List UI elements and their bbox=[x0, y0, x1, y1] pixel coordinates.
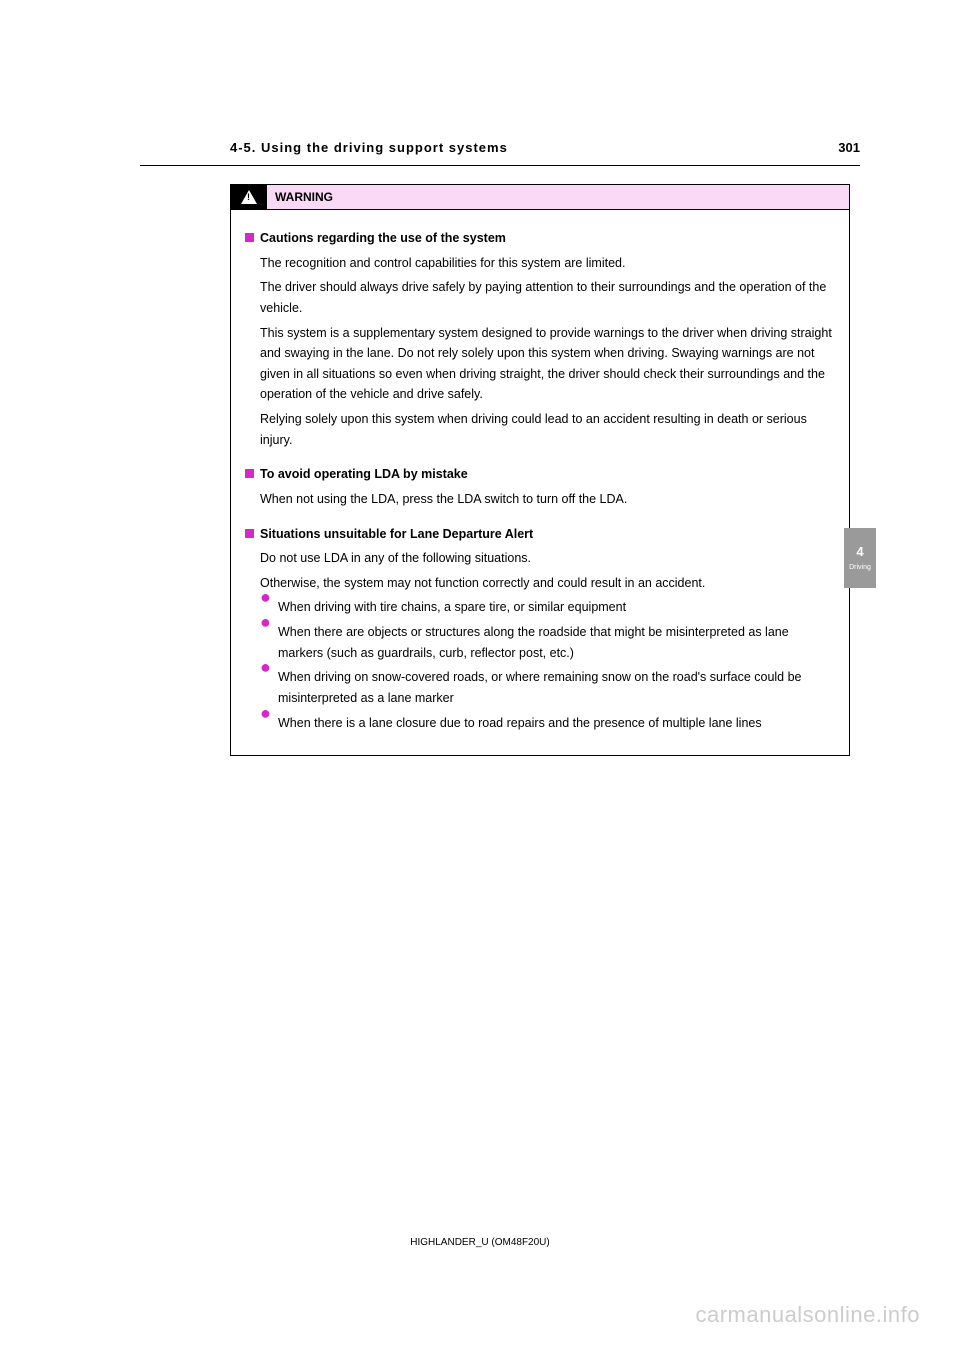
warning-bullet: ●When driving with tire chains, a spare … bbox=[260, 597, 835, 618]
warning-body: Cautions regarding the use of the system… bbox=[230, 210, 850, 756]
square-marker-icon bbox=[245, 529, 254, 538]
heading-text: Situations unsuitable for Lane Departure… bbox=[260, 527, 533, 541]
warning-section-heading: To avoid operating LDA by mistake bbox=[245, 464, 835, 485]
warning-paragraph: This system is a supplementary system de… bbox=[260, 323, 835, 406]
header-divider bbox=[140, 165, 860, 166]
chapter-number: 4 bbox=[856, 544, 863, 560]
main-content: WARNING Cautions regarding the use of th… bbox=[230, 184, 850, 756]
watermark-text: carmanualsonline.info bbox=[695, 1302, 920, 1328]
warning-section-heading: Cautions regarding the use of the system bbox=[245, 228, 835, 249]
heading-text: To avoid operating LDA by mistake bbox=[260, 467, 468, 481]
warning-header-bar: WARNING bbox=[230, 184, 850, 210]
warning-section-heading: Situations unsuitable for Lane Departure… bbox=[245, 524, 835, 545]
warning-paragraph: The recognition and control capabilities… bbox=[260, 253, 835, 274]
warning-label: WARNING bbox=[275, 190, 333, 204]
warning-bullet: ●When there is a lane closure due to roa… bbox=[260, 713, 835, 734]
bullet-icon: ● bbox=[260, 713, 274, 734]
warning-bullet: ●When there are objects or structures al… bbox=[260, 622, 835, 663]
chapter-label: Driving bbox=[849, 564, 871, 572]
warning-triangle-icon bbox=[241, 190, 257, 204]
warning-paragraph: Do not use LDA in any of the following s… bbox=[260, 548, 835, 569]
page-container: 4-5. Using the driving support systems 3… bbox=[0, 0, 960, 756]
footer-doc-code: HIGHLANDER_U (OM48F20U) bbox=[0, 1237, 960, 1248]
bullet-text: When there are objects or structures alo… bbox=[278, 622, 835, 663]
warning-bullet: ●When driving on snow-covered roads, or … bbox=[260, 667, 835, 708]
heading-text: Cautions regarding the use of the system bbox=[260, 231, 506, 245]
page-number: 301 bbox=[838, 140, 860, 155]
bullet-text: When driving on snow-covered roads, or w… bbox=[278, 667, 835, 708]
bullet-text: When driving with tire chains, a spare t… bbox=[278, 597, 835, 618]
square-marker-icon bbox=[245, 233, 254, 242]
warning-paragraph: The driver should always drive safely by… bbox=[260, 277, 835, 318]
chapter-tab: 4 Driving bbox=[844, 528, 876, 588]
warning-paragraph: When not using the LDA, press the LDA sw… bbox=[260, 489, 835, 510]
page-header: 4-5. Using the driving support systems 3… bbox=[140, 140, 860, 155]
square-marker-icon bbox=[245, 469, 254, 478]
warning-paragraph: Relying solely upon this system when dri… bbox=[260, 409, 835, 450]
warning-paragraph: Otherwise, the system may not function c… bbox=[260, 573, 835, 594]
bullet-text: When there is a lane closure due to road… bbox=[278, 713, 835, 734]
warning-icon bbox=[231, 185, 267, 209]
section-breadcrumb: 4-5. Using the driving support systems bbox=[230, 140, 838, 155]
